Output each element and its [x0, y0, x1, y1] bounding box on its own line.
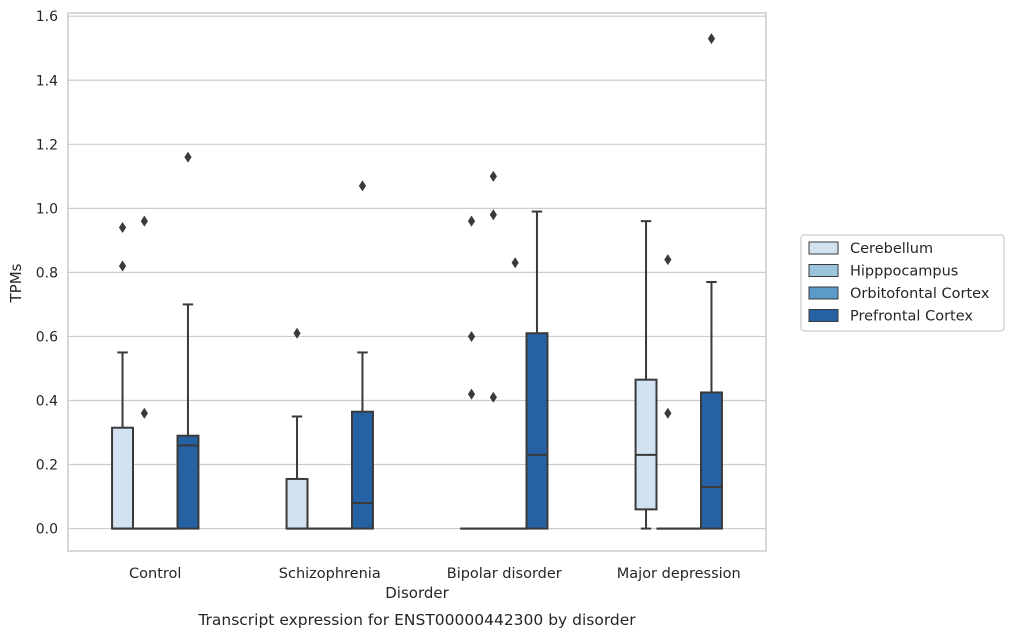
box-prefrontal-cortex [525, 210, 549, 530]
x-tick-label: Schizophrenia [279, 566, 381, 582]
legend-label: Cerebellum [850, 241, 933, 257]
y-tick-label: 0.0 [36, 522, 58, 538]
y-axis-label: TPMs [7, 263, 25, 303]
box-iqr [111, 426, 135, 530]
box-prefrontal-cortex [350, 180, 374, 530]
box-iqr [634, 378, 658, 511]
x-tick-label: Bipolar disorder [447, 566, 562, 582]
outlier-point [489, 209, 497, 221]
legend-label: Orbitofontal Cortex [850, 286, 990, 302]
outlier-point [140, 407, 148, 419]
grid-lines [68, 15, 766, 530]
chart-caption: Transcript expression for ENST0000044230… [197, 611, 636, 629]
outlier-point [489, 170, 497, 182]
box-iqr [350, 410, 374, 530]
y-axis-ticks: 0.0 0.2 0.4 0.6 0.8 1.0 1.2 1.4 1.6 [36, 9, 58, 537]
y-tick-label: 1.4 [36, 73, 58, 89]
outlier-point [489, 391, 497, 403]
outlier-point [118, 260, 127, 272]
x-tick-label: Major depression [617, 566, 741, 582]
y-tick-label: 0.8 [36, 265, 58, 281]
box-prefrontal-cortex [699, 33, 723, 530]
legend-swatch [808, 309, 839, 322]
outlier-point [467, 388, 476, 400]
y-tick-label: 1.2 [36, 137, 58, 153]
x-axis-ticks: Control Schizophrenia Bipolar disorder Majo… [129, 566, 741, 582]
x-tick-label: Control [129, 566, 181, 582]
legend-swatch [808, 264, 839, 277]
box-cerebellum [111, 222, 135, 530]
y-tick-label: 0.6 [36, 329, 58, 345]
box-iqr [699, 391, 723, 530]
outlier-point [511, 257, 519, 269]
outlier-point [358, 180, 367, 192]
outlier-point [293, 327, 301, 339]
box-iqr [285, 477, 309, 530]
box-hipppocampus [656, 254, 680, 530]
legend-label: Prefrontal Cortex [850, 309, 973, 325]
box-cerebellum [460, 215, 484, 530]
box-iqr [525, 332, 549, 530]
outlier-point [467, 330, 476, 342]
outlier-point [140, 215, 148, 227]
outlier-point [664, 407, 672, 419]
y-tick-label: 0.2 [36, 458, 58, 474]
box-orbitofontal-cortex [503, 257, 527, 530]
legend: Cerebellum Hipppocampus Orbitofontal Corte… [800, 234, 1005, 332]
outlier-point [184, 151, 192, 163]
y-tick-label: 1.0 [36, 201, 58, 217]
box-hipppocampus [132, 215, 156, 530]
plot-frame [67, 12, 767, 552]
y-tick-label: 1.6 [36, 9, 58, 25]
legend-swatch [808, 286, 839, 300]
outlier-point [707, 33, 716, 45]
legend-label: Hipppocampus [850, 264, 958, 280]
box-cerebellum [634, 220, 658, 530]
outlier-point [118, 222, 127, 234]
outlier-point [467, 215, 476, 227]
x-axis-label: Disorder [385, 584, 449, 602]
box-plot-boxes [111, 33, 723, 530]
box-iqr [176, 434, 200, 530]
box-prefrontal-cortex [176, 151, 200, 530]
y-tick-label: 0.4 [36, 393, 58, 409]
outlier-point [664, 254, 672, 266]
box-cerebellum [285, 327, 309, 530]
legend-swatch [808, 241, 839, 255]
box-hipppocampus [481, 170, 505, 530]
legend-box [800, 234, 1005, 332]
